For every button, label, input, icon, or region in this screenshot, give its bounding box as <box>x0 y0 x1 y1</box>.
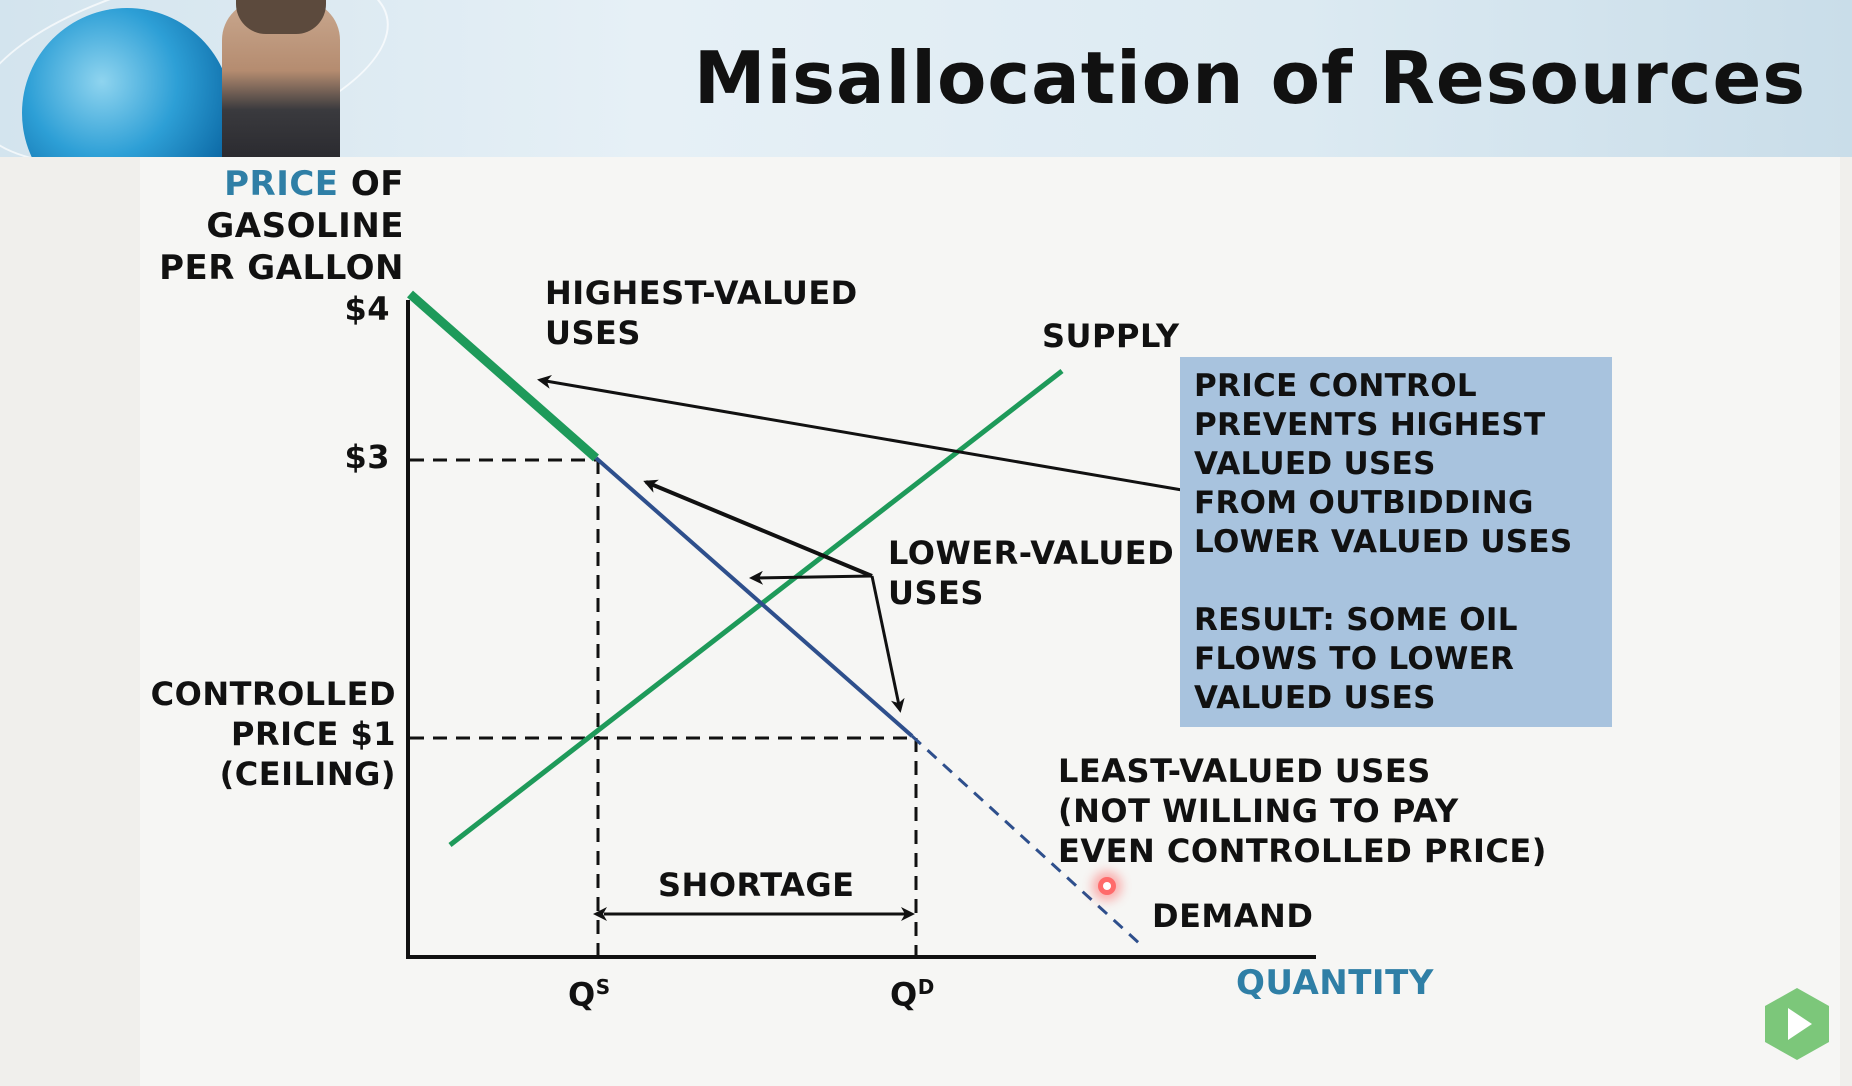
quantity-demanded-tick: QD <box>890 975 935 1014</box>
controlled-price-line-2: PRICE $1 <box>230 715 396 753</box>
explanation-spacer <box>1194 562 1598 601</box>
slide-title: Misallocation of Resources <box>693 36 1807 120</box>
y-axis-title-line-1: PRICE OF <box>159 163 404 205</box>
highest-valued-line-1: HIGHEST-VALUED <box>545 274 858 312</box>
lower-valued-line-1: LOWER-VALUED <box>888 534 1175 572</box>
demand-label: DEMAND <box>1152 897 1314 935</box>
explanation-line: PRICE CONTROL <box>1194 368 1477 404</box>
lower-valued-arrow-to-lower <box>870 575 905 713</box>
lower-valued-label: LOWER-VALUED USES <box>888 533 1174 613</box>
quantity-supplied-tick: QS <box>568 975 611 1014</box>
result-line: FLOWS TO LOWER <box>1194 641 1515 677</box>
explanation-line: FROM OUTBIDDING <box>1194 485 1534 521</box>
highest-valued-label: HIGHEST-VALUED USES <box>545 273 858 353</box>
least-valued-label: LEAST-VALUED USES (NOT WILLING TO PAY EV… <box>1058 751 1547 871</box>
least-valued-line-1: LEAST-VALUED USES <box>1058 752 1431 790</box>
result-line: VALUED USES <box>1194 680 1436 716</box>
highest-valued-arrow <box>537 374 1183 492</box>
pointer-cursor-icon <box>1098 877 1116 895</box>
result-line: RESULT: SOME OIL <box>1194 602 1518 638</box>
qs-main: Q <box>568 975 596 1014</box>
qd-main: Q <box>890 975 918 1014</box>
play-icon[interactable] <box>1762 986 1832 1062</box>
lower-valued-arrow-to-middle <box>749 570 873 585</box>
slide-header: Misallocation of Resources <box>0 0 1852 157</box>
y-axis-title-accent: PRICE <box>224 164 339 204</box>
qd-superscript: D <box>917 975 935 999</box>
price-tick-3: $3 <box>344 438 390 476</box>
x-axis-title: QUANTITY <box>1236 963 1434 1003</box>
explanation-line: VALUED USES <box>1194 446 1436 482</box>
explanation-box: PRICE CONTROL PREVENTS HIGHEST VALUED US… <box>1180 357 1612 727</box>
least-valued-line-3: EVEN CONTROLLED PRICE) <box>1058 832 1547 870</box>
explanation-line: LOWER VALUED USES <box>1194 524 1573 560</box>
y-axis-title-line-3: PER GALLON <box>159 248 404 288</box>
least-valued-line-2: (NOT WILLING TO PAY <box>1058 792 1459 830</box>
controlled-price-line-3: (CEILING) <box>219 755 396 793</box>
play-button[interactable] <box>1762 986 1832 1062</box>
supply-label: SUPPLY <box>1042 317 1180 355</box>
explanation-line: PREVENTS HIGHEST <box>1194 407 1546 443</box>
y-axis-title-rest: OF <box>338 164 404 204</box>
supply-curve <box>448 369 1064 847</box>
y-axis-title-line-2: GASOLINE <box>206 206 404 246</box>
shortage-label: SHORTAGE <box>658 866 855 904</box>
price-tick-4: $4 <box>344 290 390 328</box>
controlled-price-line-1: CONTROLLED <box>150 675 396 713</box>
lower-valued-line-2: USES <box>888 574 984 612</box>
demand-least-valued-segment <box>910 734 1142 946</box>
y-axis-title: PRICE OF GASOLINE PER GALLON <box>159 163 404 289</box>
demand-highest-valued-segment <box>407 290 599 462</box>
demand-lower-valued-segment <box>594 456 914 738</box>
presenter-hair-decoration <box>236 0 326 34</box>
lower-valued-arrow-to-upper <box>643 479 873 578</box>
qs-superscript: S <box>595 975 611 999</box>
highest-valued-line-2: USES <box>545 314 641 352</box>
controlled-price-label: CONTROLLED PRICE $1 (CEILING) <box>151 674 396 794</box>
